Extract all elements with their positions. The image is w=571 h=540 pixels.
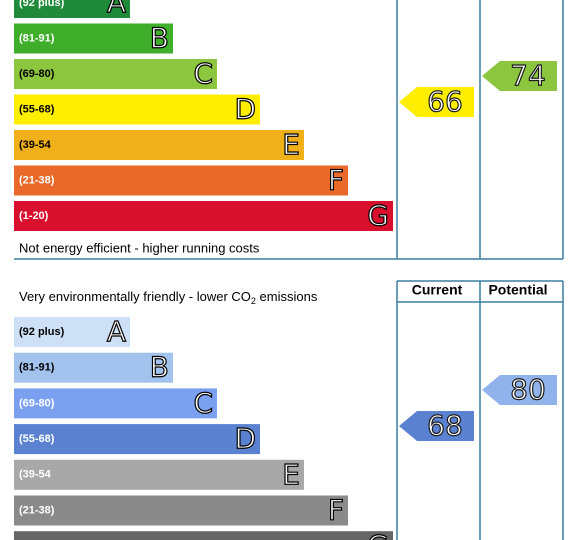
band-letter: B [150, 351, 169, 384]
band-letter: G [367, 529, 389, 540]
band-range: (55-68) [19, 103, 55, 115]
band-range: (92 plus) [19, 0, 65, 9]
rating-arrow [482, 61, 557, 91]
band [14, 495, 348, 526]
note-suffix: emissions [256, 289, 318, 304]
band-letter: E [282, 128, 300, 161]
band [14, 424, 260, 455]
band [14, 317, 130, 347]
top-note: Very environmentally friendly - lower CO… [19, 289, 318, 306]
band-letter: A [107, 315, 126, 348]
band-range: (21-38) [19, 174, 55, 186]
band-letter: E [282, 458, 300, 491]
band-letter: F [328, 494, 344, 527]
rating-arrow [482, 375, 557, 405]
band-letter: F [328, 164, 344, 197]
band-range: (92 plus) [19, 326, 65, 338]
band [14, 352, 173, 383]
band [14, 388, 217, 419]
rating-value: 74 [510, 59, 546, 92]
band [14, 59, 217, 89]
band-range: (1-20) [19, 210, 49, 222]
band-letter: D [234, 422, 256, 455]
band-letter: A [107, 0, 126, 19]
band-letter: G [367, 199, 389, 232]
band [14, 459, 304, 490]
band-letter: B [150, 22, 169, 55]
band-range: (39-54 [19, 139, 52, 151]
band-range: (55-68) [19, 433, 55, 445]
rating-arrow [399, 411, 474, 441]
rating-value: 66 [427, 85, 463, 118]
band [14, 531, 393, 540]
note-sub: 2 [251, 296, 256, 306]
band [14, 165, 348, 196]
band-range: (69-80) [19, 68, 55, 80]
rating-arrow [399, 87, 474, 117]
band-letter: C [193, 386, 213, 419]
band [14, 0, 130, 18]
band-range: (81-91) [19, 362, 55, 374]
band [14, 130, 304, 160]
band [14, 23, 173, 54]
band-range: (81-91) [19, 32, 55, 44]
note-text: Very environmentally friendly - lower CO [19, 289, 251, 304]
header-current: Current [412, 282, 463, 298]
band-range: (69-80) [19, 397, 55, 409]
band-letter: C [193, 57, 213, 90]
band-letter: D [234, 93, 256, 126]
header-potential: Potential [488, 282, 547, 298]
band-range: (21-38) [19, 504, 55, 516]
rating-value: 68 [427, 409, 463, 442]
band-range: (39-54 [19, 469, 52, 481]
band [14, 94, 260, 125]
rating-value: 80 [510, 373, 546, 406]
band [14, 201, 393, 231]
bottom-note: Not energy efficient - higher running co… [19, 240, 260, 255]
